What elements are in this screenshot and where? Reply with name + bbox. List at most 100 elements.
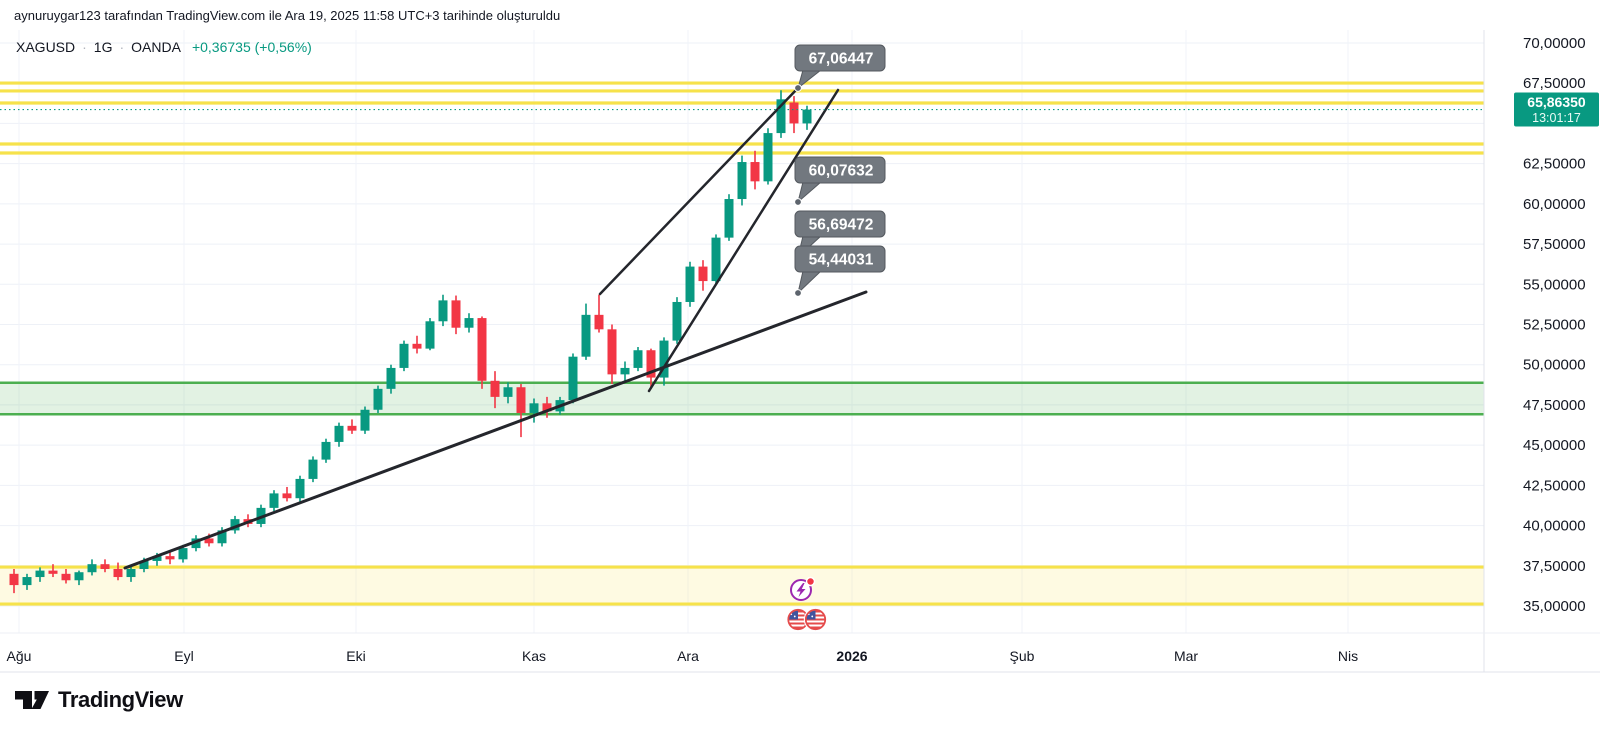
candle-up — [672, 301, 682, 341]
time-scale-label: Eki — [346, 648, 365, 664]
callout-anchor-dot — [794, 84, 802, 92]
candle-up — [399, 343, 409, 368]
price-callout[interactable]: 56,69472 — [794, 210, 886, 261]
candle-down — [451, 300, 461, 328]
candle-down — [750, 162, 760, 182]
trendline-drawing[interactable] — [647, 88, 840, 393]
flag-star — [793, 615, 796, 618]
legend-separator: · — [119, 39, 125, 55]
price-badge-value: 65,86350 — [1527, 94, 1586, 110]
price-callout[interactable]: 67,06447 — [794, 44, 886, 92]
candle-up — [711, 237, 721, 282]
price-change: +0,36735 (+0,56%) — [191, 39, 312, 55]
candle-down — [347, 425, 357, 431]
candle-up — [581, 314, 591, 357]
price-badge-bg — [1514, 92, 1599, 127]
callout-price-label: 56,69472 — [809, 217, 874, 234]
alert-dot-icon — [805, 576, 816, 587]
candle-up — [763, 133, 773, 182]
price-callout[interactable]: 60,07632 — [794, 156, 886, 206]
candle-up — [776, 99, 786, 134]
event-markers[interactable] — [787, 576, 828, 632]
candle-down — [490, 380, 500, 397]
candle-up — [802, 109, 812, 124]
price-scale-label: 52,50000 — [1523, 317, 1586, 334]
attribution-bar: aynuruygar123 tarafından TradingView.com… — [0, 0, 1600, 30]
price-scale-label: 40,00000 — [1523, 518, 1586, 535]
candle-down — [61, 573, 71, 581]
price-scale-label: 42,50000 — [1523, 477, 1586, 494]
yellow-zone-drawing[interactable] — [0, 567, 1484, 605]
callout-price-label: 60,07632 — [809, 163, 874, 180]
us-flag-icon[interactable] — [805, 609, 826, 630]
tradingview-logo[interactable]: TradingView — [14, 687, 183, 713]
us-flag-icon[interactable] — [788, 609, 809, 630]
callout-anchor-dot — [794, 289, 802, 297]
candle-down — [165, 556, 175, 560]
candle-down — [113, 569, 123, 578]
flag-stripe — [788, 622, 808, 625]
time-scale-label: Nis — [1338, 648, 1358, 664]
candle-up — [22, 577, 32, 586]
candle-up — [373, 388, 383, 410]
flag-stripe — [806, 626, 825, 629]
candle-up — [659, 340, 669, 378]
trendline-drawing[interactable] — [598, 86, 800, 296]
tradingview-logo-text: TradingView — [58, 687, 183, 712]
candle-down — [594, 314, 604, 330]
candle-up — [438, 300, 448, 322]
candle-down — [412, 343, 422, 349]
interval-label: 1G — [93, 39, 113, 55]
trendline-drawing[interactable] — [123, 290, 868, 570]
price-scale-label: 60,00000 — [1523, 196, 1586, 213]
price-scale[interactable]: 70,00000 67,50000 62,50000 60,00000 57,50000… — [1523, 35, 1586, 615]
candle-up — [308, 459, 318, 479]
candle-up — [126, 569, 136, 578]
time-scale-label: Ağu — [7, 648, 32, 664]
candle-down — [48, 570, 58, 574]
price-scale-label: 47,50000 — [1523, 397, 1586, 414]
candle-up — [74, 572, 84, 581]
candle-down — [477, 318, 487, 381]
candle-up — [87, 564, 97, 573]
candle-up — [217, 530, 227, 544]
callout-tail — [797, 270, 823, 295]
candle-up — [230, 519, 240, 531]
price-scale-label: 45,00000 — [1523, 437, 1586, 454]
price-scale-label: 70,00000 — [1523, 35, 1586, 52]
flag-stripe — [806, 622, 825, 625]
candle-down — [698, 266, 708, 282]
grid — [0, 30, 1484, 633]
candle-down — [542, 403, 552, 412]
candle-up — [334, 425, 344, 442]
candle-down — [516, 387, 526, 413]
time-scale[interactable]: Ağu Eyl Eki Kas Ara 2026 Şub Mar Nis — [7, 648, 1359, 664]
price-callout[interactable]: 54,44031 — [794, 245, 886, 297]
time-scale-label: Ara — [677, 648, 699, 664]
candle-up — [360, 409, 370, 431]
candle-up — [464, 318, 474, 328]
candle-down — [789, 102, 799, 124]
time-scale-label: Şub — [1010, 648, 1035, 664]
callout-price-label: 67,06447 — [809, 51, 874, 68]
flag-stripe — [788, 626, 808, 629]
candle-up — [191, 538, 201, 549]
callout-box — [794, 44, 886, 72]
callout-price-label: 54,44031 — [809, 252, 874, 269]
time-scale-label: Eyl — [174, 648, 193, 664]
price-badge-countdown: 13:01:17 — [1532, 111, 1581, 125]
green-zone-drawing[interactable] — [0, 382, 1484, 415]
exchange-label: OANDA — [131, 39, 181, 55]
candle-up — [139, 560, 149, 570]
flag-star — [811, 615, 814, 618]
candle-up — [386, 367, 396, 389]
candle-down — [100, 564, 110, 570]
symbol-legend[interactable]: XAGUSD · 1G · OANDA +0,36735 (+0,56%) — [16, 39, 312, 55]
candle-up — [685, 266, 695, 302]
candle-up — [503, 387, 513, 397]
legend-separator: · — [82, 39, 87, 55]
tradingview-logo-icon — [15, 691, 49, 709]
